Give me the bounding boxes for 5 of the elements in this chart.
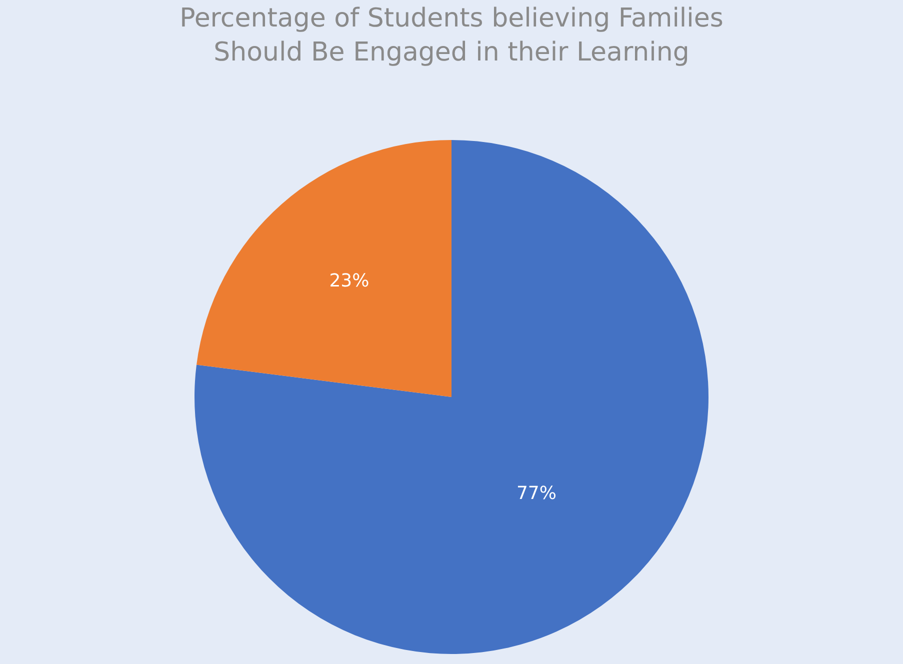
chart-title: Percentage of Students believing Families Should Be Engaged in their Learning [180, 4, 724, 68]
data-label: 77% [516, 482, 556, 504]
pie-slice [196, 140, 452, 397]
data-label: 23% [329, 270, 370, 292]
pie-slice [194, 140, 708, 654]
